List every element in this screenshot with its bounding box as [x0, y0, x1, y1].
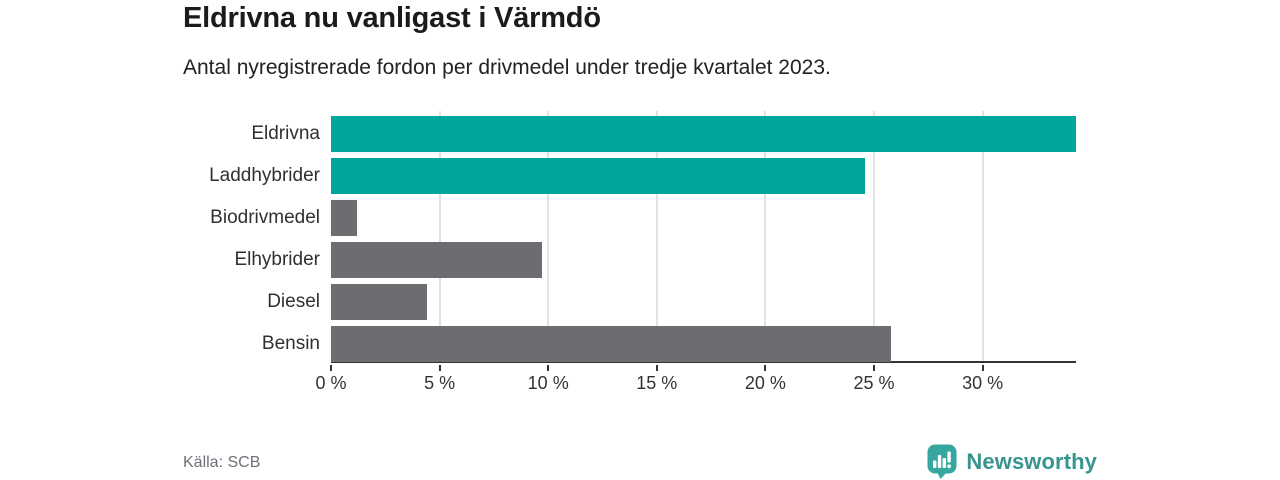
category-label-biodrivmedel: Biodrivmedel	[210, 207, 320, 228]
tick-mark	[330, 365, 332, 371]
bar-eldrivna	[331, 116, 1076, 152]
tick-mark	[655, 365, 658, 371]
bar-biodrivmedel	[331, 200, 358, 236]
bar-elhybrider	[331, 242, 542, 278]
gridline	[981, 111, 984, 361]
category-label-laddhybrider: Laddhybrider	[209, 165, 320, 186]
category-label-bensin: Bensin	[261, 333, 320, 354]
gridline	[547, 111, 550, 361]
tick-label-25: 25 %	[853, 373, 895, 393]
tick-label-20: 20 %	[744, 373, 786, 393]
category-label-diesel: Diesel	[267, 291, 320, 312]
gridline	[764, 111, 767, 361]
tick-mark	[873, 365, 875, 371]
category-label-eldrivna: Eldrivna	[251, 123, 320, 144]
tick-mark	[981, 365, 984, 371]
gridline	[438, 111, 441, 361]
tick-mark	[547, 365, 550, 371]
gridline	[873, 111, 875, 361]
chart-title: Eldrivna nu vanligast i Värmdö	[183, 2, 601, 34]
chart-subtitle: Antal nyregistrerade fordon per drivmede…	[183, 56, 831, 79]
tick-mark	[764, 365, 767, 371]
newsworthy-logo[interactable]: Newsworthy	[927, 444, 1097, 479]
tick-label-5: 5 %	[424, 373, 456, 393]
tick-label-30: 30 %	[962, 373, 1004, 393]
category-label-elhybrider: Elhybrider	[234, 249, 320, 270]
gridline	[655, 111, 658, 361]
bar-laddhybrider	[331, 158, 866, 194]
tick-label-10: 10 %	[527, 373, 569, 393]
newsworthy-logo-icon	[927, 444, 957, 479]
bar-bensin	[331, 326, 892, 362]
newsworthy-logo-text: Newsworthy	[966, 448, 1097, 474]
category-axis: Eldrivna Laddhybrider Biodrivmedel Elhybrid…	[0, 111, 320, 363]
tick-label-0: 0 %	[315, 373, 347, 393]
source-note: Källa: SCB	[183, 454, 261, 471]
plot-area	[331, 111, 1076, 363]
tick-label-15: 15 %	[636, 373, 678, 393]
tick-mark	[438, 365, 441, 371]
bar-diesel	[331, 284, 427, 320]
value-axis: 0 % 5 % 10 % 15 % 20 % 25 % 30 %	[315, 365, 1076, 407]
